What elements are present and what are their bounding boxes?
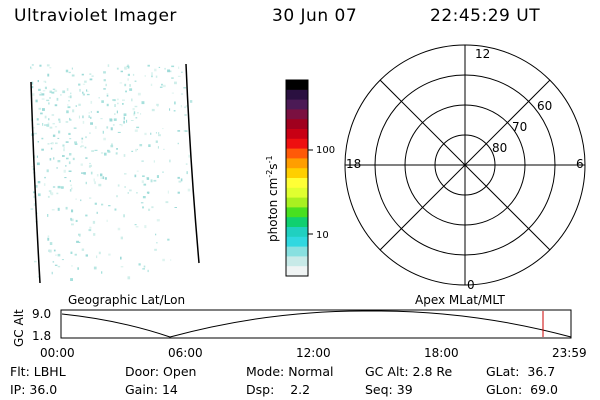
mlat-label-70: 70 xyxy=(512,120,527,134)
colorbar-cell xyxy=(286,89,308,101)
mlt-label-6: 6 xyxy=(576,157,584,171)
mlt-label-12: 12 xyxy=(475,47,490,61)
mlt-label-0: 0 xyxy=(467,278,475,292)
timeline-x-tick-1200: 12:00 xyxy=(296,346,331,360)
geographic-image-panel xyxy=(30,63,200,284)
colorbar-cell xyxy=(286,80,308,91)
timeline-y-tick-9: 9.0 xyxy=(32,307,51,321)
info-glon: GLon: 69.0 xyxy=(486,382,559,397)
colorbar-cell xyxy=(286,197,308,208)
earth-limb-left xyxy=(30,81,41,284)
info-ip: IP: 36.0 xyxy=(10,382,58,397)
timeline-y-tick-1-8: 1.8 xyxy=(32,329,51,343)
info-gain: Gain: 14 xyxy=(125,382,178,397)
timeline-x-tick-0000: 00:00 xyxy=(40,346,75,360)
colorbar-tick-100: 100 xyxy=(316,145,335,156)
altitude-curve xyxy=(61,310,572,338)
polar-plot xyxy=(344,44,586,286)
instrument-title: Ultraviolet Imager xyxy=(14,6,177,26)
info-mode: Mode: Normal xyxy=(246,364,334,379)
colorbar-unit-label: photon cm-2s-1 xyxy=(265,155,280,242)
altitude-timeline: Geographic Lat/Lon Apex MLat/MLT GC Alt … xyxy=(12,293,587,360)
colorbar-cell xyxy=(286,227,308,238)
uv-emission-speckles xyxy=(30,64,193,281)
colorbar-cell xyxy=(286,217,308,228)
timeline-left-title: Geographic Lat/Lon xyxy=(68,293,185,307)
colorbar-cell xyxy=(286,246,308,257)
timeline-x-tick-2359: 23:59 xyxy=(552,346,587,360)
mlt-label-18: 18 xyxy=(346,157,361,171)
date-label: 30 Jun 07 xyxy=(272,6,358,26)
info-dsp: Dsp: 2.2 xyxy=(246,382,311,397)
info-door: Door: Open xyxy=(125,364,197,379)
timeline-x-tick-1800: 18:00 xyxy=(424,346,459,360)
colorbar-cell xyxy=(286,256,308,267)
colorbar-cell xyxy=(286,119,308,130)
info-gc-alt: GC Alt: 2.8 Re xyxy=(365,364,453,379)
colorbar-cell xyxy=(286,158,308,169)
timeline-x-tick-0600: 06:00 xyxy=(168,346,203,360)
earth-limb-right xyxy=(185,63,200,264)
info-glat: GLat: 36.7 xyxy=(486,364,556,379)
colorbar-cell xyxy=(286,129,308,140)
colorbar-cell xyxy=(286,99,308,110)
polar-labels: 12 18 6 0 60 70 80 xyxy=(346,47,584,292)
mlat-label-80: 80 xyxy=(492,141,507,155)
timeline-y-label: GC Alt xyxy=(12,309,26,347)
colorbar-cell xyxy=(286,148,308,159)
colorbar-cell xyxy=(286,178,308,189)
time-label: 22:45:29 UT xyxy=(430,6,541,26)
colorbar-cell xyxy=(286,138,308,150)
info-seq: Seq: 39 xyxy=(365,382,413,397)
colorbar-cell xyxy=(286,266,308,277)
colorbar-cell xyxy=(286,207,308,218)
colorbar-tick-10: 10 xyxy=(316,230,329,241)
colorbar: 100 10 photon cm-2s-1 xyxy=(265,79,335,277)
colorbar-cell xyxy=(286,187,308,199)
colorbar-cell xyxy=(286,168,308,179)
colorbar-cell xyxy=(286,109,308,120)
mlat-label-60: 60 xyxy=(537,99,552,113)
info-flt: Flt: LBHL xyxy=(10,364,66,379)
timeline-right-title: Apex MLat/MLT xyxy=(415,293,505,307)
colorbar-cell xyxy=(286,236,308,248)
